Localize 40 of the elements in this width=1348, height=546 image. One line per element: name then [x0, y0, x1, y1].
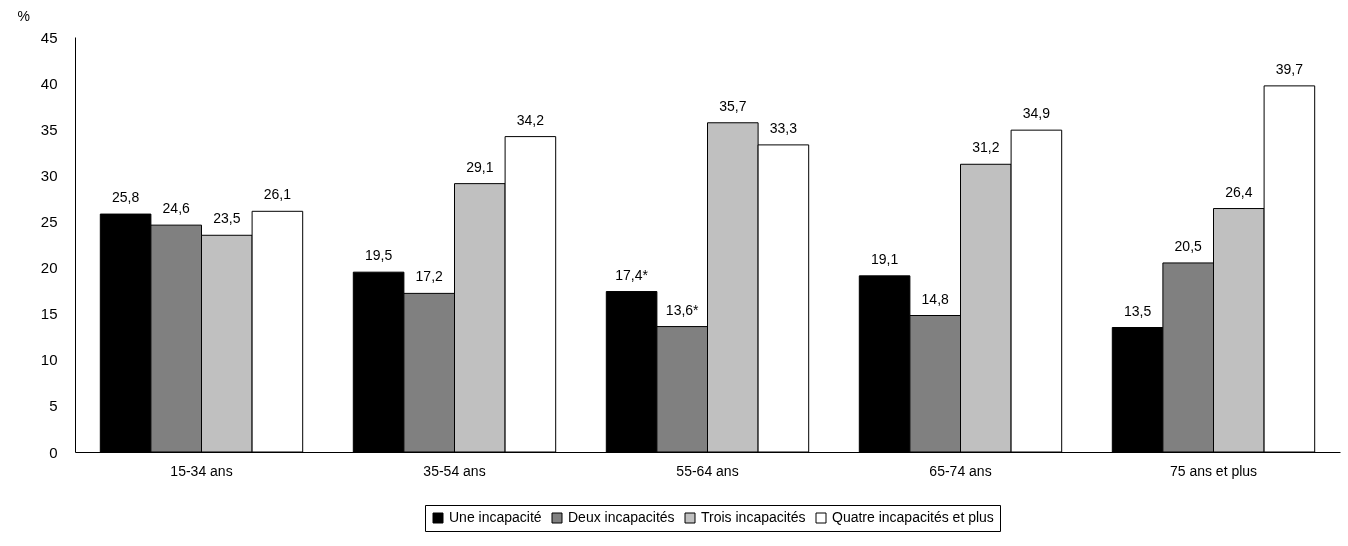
y-tick-label: 25	[40, 212, 58, 230]
legend-label: Une incapacité	[449, 509, 542, 525]
y-tick-label: 5	[49, 397, 58, 415]
data-label: 14,8	[921, 290, 950, 307]
data-label: 24,6	[162, 200, 191, 217]
data-label: 19,1	[870, 250, 899, 267]
y-tick-label: 30	[40, 166, 58, 184]
x-tick-label: 75 ans et plus	[1169, 462, 1258, 479]
x-tick-label: 55-64 ans	[676, 462, 739, 479]
legend-label: Deux incapacités	[568, 509, 675, 525]
data-label: 25,8	[111, 189, 140, 206]
y-tick-label: 20	[40, 259, 58, 277]
data-label: 34,2	[516, 111, 545, 128]
data-label: 29,1	[466, 158, 494, 175]
data-label: 35,7	[719, 97, 747, 114]
y-tick-label: 35	[40, 120, 58, 138]
y-tick-label: 45	[40, 28, 58, 46]
legend-label: Quatre incapacités et plus	[832, 509, 994, 525]
x-tick-label: 15-34 ans	[170, 462, 233, 479]
x-tick-label: 35-54 ans	[423, 462, 486, 479]
y-tick-label: 10	[40, 351, 58, 369]
x-tick-label: 65-74 ans	[929, 462, 992, 479]
data-label: 26,1	[263, 186, 292, 203]
data-label: 20,5	[1174, 237, 1203, 254]
data-label: 17,2	[415, 268, 444, 285]
y-tick-label: 15	[40, 305, 58, 323]
data-label: 13,5	[1123, 302, 1152, 319]
data-label: 34,9	[1022, 105, 1051, 122]
y-tick-label: 0	[49, 443, 58, 461]
data-label: 39,7	[1275, 60, 1304, 77]
data-label: 26,4	[1225, 183, 1253, 200]
data-label: 23,5	[213, 210, 241, 227]
data-label: 33,3	[769, 119, 798, 136]
data-label: 31,2	[972, 139, 1000, 156]
y-tick-label: 40	[40, 74, 58, 92]
y-axis-title: %	[17, 7, 30, 24]
legend-label: Trois incapacités	[701, 509, 806, 525]
data-label: 19,5	[364, 247, 393, 264]
data-label: 17,4*	[615, 266, 649, 283]
data-label: 13,6*	[665, 301, 700, 318]
